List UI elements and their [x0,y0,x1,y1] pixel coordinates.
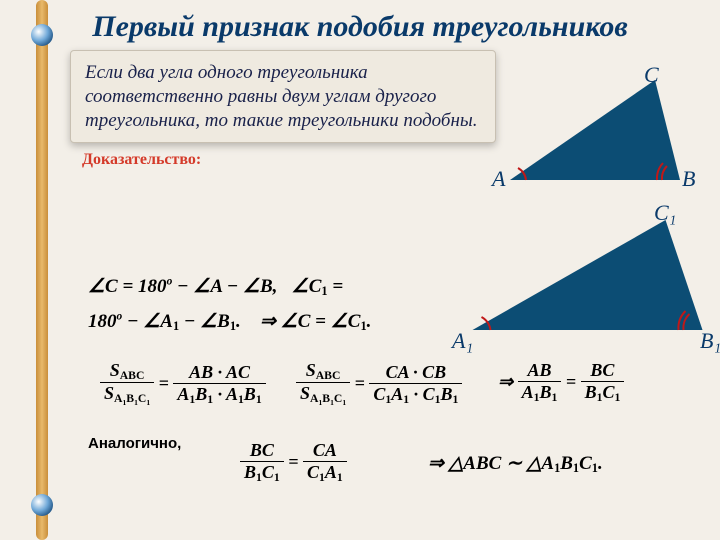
vertex-B: B [682,166,695,192]
decorative-rail [36,0,48,540]
vertex-B1: B₁ [700,328,720,354]
frac-block-1: SABC SA1B1C1 = AB · AC A1B1 · A1B1 [100,360,266,407]
theorem-panel: Если два угла одного треугольника соотве… [70,50,496,143]
frac-block-4: BC B1C1 = CA C1A1 [240,440,347,484]
final-conclusion: ⇒ △ABC ∼ △A1B1C1. [428,452,603,476]
math-line1c: ⇒ ∠C = ∠C1. [260,310,371,334]
math-line1a: ∠C = 180o − ∠A − ∠B, ∠C1 = [88,275,343,299]
frac-block-2: SABC SA1B1C1 = CA · CB C1A1 · C1B1 [296,360,462,407]
vertex-A: A [492,166,505,192]
analog-label: Аналогично, [88,435,181,452]
triangle-1: C A B [490,70,690,190]
frac-block-3: ⇒ AB A1B1 = BC B1C1 [498,360,624,404]
page-title: Первый признак подобия треугольников [0,0,720,44]
triangle-2: C₁ A₁ B₁ [456,210,714,340]
vertex-C1: C₁ [654,200,676,226]
vertex-A1: A₁ [452,328,473,354]
math-line1b: 180o − ∠A1 − ∠B1. [88,310,241,334]
vertex-C: C [644,62,659,88]
